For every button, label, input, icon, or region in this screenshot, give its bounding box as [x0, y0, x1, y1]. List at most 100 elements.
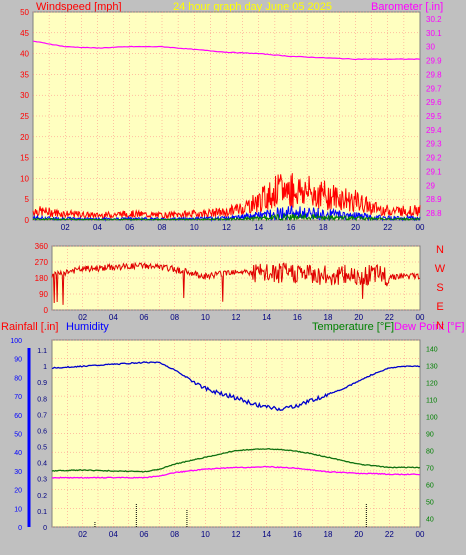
- rainfall-y-tick-label: 1: [43, 364, 47, 371]
- rainfall-y-tick-label: 0.1: [37, 509, 47, 516]
- direction-x-tick-label: 18: [324, 313, 333, 322]
- temperature-line: [51, 448, 421, 473]
- temperature-y-tick-label: 130: [426, 364, 438, 371]
- direction-x-tick-label: 04: [109, 313, 118, 322]
- temperature-y-tick-label: 100: [426, 415, 438, 422]
- wind-x-tick-label: 10: [190, 223, 199, 232]
- wind-y-tick-label: 0: [25, 216, 30, 225]
- temperature-y-tick-label: 40: [426, 517, 434, 524]
- wind-y-tick-label: 15: [20, 154, 29, 163]
- wind-y-tick-label: 45: [20, 29, 29, 38]
- temperature-y-tick-label: 80: [426, 449, 434, 456]
- dewpoint-line: [51, 465, 421, 479]
- wind-y-tick-label: 30: [20, 91, 29, 100]
- barometer-y-tick-label: 29.1: [426, 167, 442, 176]
- humidity-y-tick-label: 10: [14, 506, 22, 513]
- temperature-y-tick-label: 120: [426, 381, 438, 388]
- compass-label-e: E: [436, 301, 443, 313]
- rainfall-y-tick-label: 0.8: [37, 396, 47, 403]
- wind-x-tick-label: 12: [222, 223, 231, 232]
- humidity-y-tick-label: 30: [14, 469, 22, 476]
- climate-x-tick-label: 10: [201, 530, 210, 539]
- climate-x-tick-label: 12: [232, 530, 241, 539]
- direction-y-tick-label: 270: [35, 258, 49, 267]
- direction-x-tick-label: 20: [354, 313, 363, 322]
- wind-x-tick-label: 04: [93, 223, 102, 232]
- wind-plot-area: [32, 11, 421, 221]
- temperature-y-tick-label: 140: [426, 347, 438, 354]
- climate-x-tick-label: 04: [109, 530, 118, 539]
- compass-label-n: N: [436, 320, 444, 332]
- direction-x-tick-label: 12: [232, 313, 241, 322]
- wind-direction-line: [51, 261, 421, 305]
- direction-y-tick-label: 0: [44, 306, 49, 315]
- wind-x-tick-label: 16: [287, 223, 296, 232]
- barometer-y-tick-label: 30.2: [426, 15, 442, 24]
- wind-y-tick-label: 10: [20, 174, 29, 183]
- wind-y-tick-label: 40: [20, 50, 29, 59]
- climate-x-tick-label: 16: [293, 530, 302, 539]
- windspeed-label: Windspeed [mph]: [36, 1, 122, 13]
- humidity-y-tick-label: 90: [14, 357, 22, 364]
- barometer-y-tick-label: 29.3: [426, 140, 442, 149]
- barometer-y-tick-label: 29.8: [426, 70, 442, 79]
- direction-x-tick-label: 22: [385, 313, 394, 322]
- wind-x-tick-label: 14: [254, 223, 263, 232]
- wind-y-tick-label: 20: [20, 133, 29, 142]
- wind-x-tick-label: 18: [319, 223, 328, 232]
- climate-x-tick-label: 02: [78, 530, 87, 539]
- rainfall-y-tick-label: 0.4: [37, 461, 47, 468]
- humidity-y-tick-label: 40: [14, 450, 22, 457]
- climate-x-tick-label: 18: [324, 530, 333, 539]
- barometer-y-tick-label: 29: [426, 181, 435, 190]
- temperature-label: Temperature [°F]: [312, 321, 394, 333]
- climate-x-tick-label: 00: [416, 530, 425, 539]
- temperature-y-tick-label: 90: [426, 432, 434, 439]
- wind-y-tick-label: 50: [20, 8, 29, 17]
- climate-x-tick-label: 22: [385, 530, 394, 539]
- climate-x-tick-label: 14: [262, 530, 271, 539]
- wind-y-tick-label: 25: [20, 112, 29, 121]
- humidity-y-tick-label: 70: [14, 394, 22, 401]
- temperature-y-tick-label: 110: [426, 398, 437, 405]
- direction-y-tick-label: 360: [35, 242, 49, 251]
- barometer-y-tick-label: 29.9: [426, 57, 442, 66]
- direction-x-tick-label: 08: [170, 313, 179, 322]
- dewpoint-label: Dew Point [°F]: [394, 321, 464, 333]
- rainfall-y-tick-label: 0.3: [37, 477, 47, 484]
- temperature-y-tick-label: 50: [426, 500, 434, 507]
- rainfall-y-tick-label: 0: [43, 525, 47, 532]
- climate-x-tick-label: 06: [140, 530, 149, 539]
- direction-x-tick-label: 16: [293, 313, 302, 322]
- barometer-y-tick-label: 29.6: [426, 98, 442, 107]
- wind-y-tick-label: 35: [20, 70, 29, 79]
- compass-label-s: S: [436, 282, 443, 294]
- barometer-y-tick-label: 30: [426, 43, 435, 52]
- humidity-y-tick-label: 0: [18, 525, 22, 532]
- humidity-label: Humidity: [66, 321, 109, 333]
- wind-x-tick-label: 20: [351, 223, 360, 232]
- rainfall-y-tick-label: 0.2: [37, 493, 47, 500]
- rainfall-label: Rainfall [.in]: [1, 321, 58, 333]
- climate-x-tick-label: 08: [170, 530, 179, 539]
- wind-x-tick-label: 06: [125, 223, 134, 232]
- rainfall-y-tick-label: 0.7: [37, 412, 47, 419]
- barometer-y-tick-label: 28.8: [426, 209, 442, 218]
- humidity-y-tick-label: 20: [14, 488, 22, 495]
- wind-x-tick-label: 00: [416, 223, 425, 232]
- rainfall-y-tick-label: 0.5: [37, 445, 47, 452]
- temperature-y-tick-label: 70: [426, 466, 434, 473]
- climate-x-tick-label: 20: [354, 530, 363, 539]
- humidity-y-tick-label: 60: [14, 413, 22, 420]
- barometer-y-tick-label: 30.1: [426, 29, 442, 38]
- wind-x-tick-label: 02: [61, 223, 70, 232]
- humidity-y-tick-label: 100: [10, 338, 22, 345]
- wind-x-tick-label: 08: [158, 223, 167, 232]
- rainfall-y-tick-label: 0.9: [37, 380, 47, 387]
- direction-y-tick-label: 180: [35, 274, 49, 283]
- barometer-y-tick-label: 28.9: [426, 195, 442, 204]
- direction-x-tick-label: 10: [201, 313, 210, 322]
- barometer-y-tick-label: 29.4: [426, 126, 442, 135]
